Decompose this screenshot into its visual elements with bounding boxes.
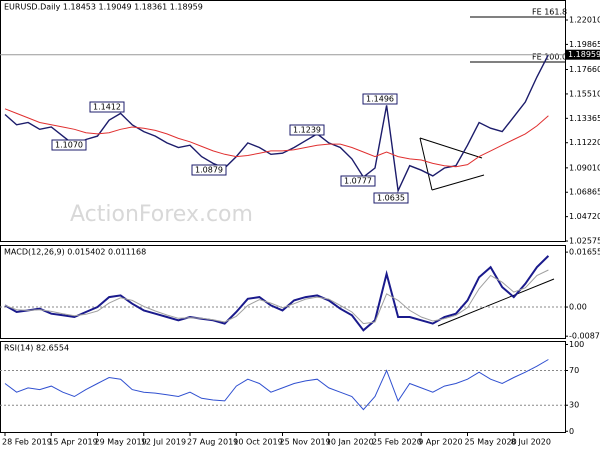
x-tick-label: 9 Apr 2020	[418, 438, 462, 447]
x-tick-label: 28 Feb 2019	[2, 438, 52, 447]
series-line	[4, 255, 550, 332]
y-tick-label: 1.22010	[569, 16, 600, 25]
annotation-box	[373, 192, 409, 204]
x-tick-label: 25 May 2020	[465, 438, 517, 447]
annotation-box	[340, 175, 376, 187]
series-line	[4, 269, 549, 325]
annotation-box	[362, 93, 398, 105]
x-tick-label: 15 Apr 2019	[48, 438, 97, 447]
watermark: ActionForex.com	[70, 202, 253, 227]
x-tick-label: 29 May 2019	[95, 438, 147, 447]
x-tick-label: 25 Feb 2020	[372, 438, 422, 447]
annotation: 1.0635	[377, 194, 405, 203]
x-tick-label: 25 Nov 2019	[280, 438, 331, 447]
annotation: 1.0777	[344, 177, 372, 186]
triangle-left	[419, 137, 433, 191]
x-tick-label: 10 Oct 2019	[233, 438, 282, 447]
y-tick-label: 0	[569, 427, 574, 436]
annotation: 1.1070	[55, 141, 83, 150]
fe-label: FE 100.0	[532, 52, 567, 61]
annotation: 1.1496	[366, 95, 394, 104]
y-tick-label: 70	[569, 366, 579, 375]
macd-title: MACD(12,26,9) 0.015402 0.011168	[4, 248, 146, 257]
annotation-box	[51, 139, 87, 151]
annotation-box	[89, 101, 125, 113]
y-tick-label: 1.17660	[569, 65, 600, 74]
y-tick-label: 0.016554	[569, 248, 600, 257]
x-tick-label: 8 Jul 2020	[511, 438, 551, 447]
annotation-box	[191, 164, 227, 176]
y-tick-label: 1.02575	[569, 237, 600, 246]
y-tick-label: 1.09010	[569, 163, 600, 172]
rsi-panel	[0, 341, 566, 433]
annotation: 1.0879	[195, 166, 223, 175]
annotation: 1.1412	[93, 103, 121, 112]
y-tick-label: 1.15510	[569, 89, 600, 98]
price-title: EURUSD.Daily 1.18453 1.19049 1.18361 1.1…	[4, 3, 203, 12]
current-price-box	[566, 49, 600, 60]
y-tick-label: 0.00	[569, 303, 587, 312]
triangle-lower	[431, 174, 485, 191]
y-tick-label: 1.06865	[569, 188, 600, 197]
current-price-label: 1.18959	[568, 50, 600, 59]
fe-label: FE 161.8	[532, 8, 567, 17]
series-line	[4, 108, 549, 168]
price-panel	[0, 0, 566, 242]
x-tick-label: 10 Jan 2020	[326, 438, 374, 447]
annotation: 1.1239	[293, 126, 321, 135]
series-line	[4, 54, 550, 194]
annotation-box	[289, 124, 325, 136]
trendlines	[419, 137, 555, 327]
macd-panel	[0, 245, 566, 339]
rsi-title: RSI(14) 82.6554	[4, 344, 69, 353]
y-tick-label: -0.008786	[569, 332, 600, 341]
macd-trendline	[437, 278, 555, 327]
y-tick-label: 1.11220	[569, 138, 600, 147]
y-tick-label: 100	[569, 340, 584, 349]
y-tick-label: 1.04720	[569, 212, 600, 221]
y-tick-label: 30	[569, 401, 579, 410]
x-tick-label: 12 Jul 2019	[141, 438, 186, 447]
series-line	[4, 359, 549, 411]
x-tick-label: 27 Aug 2019	[187, 438, 238, 447]
triangle-upper	[419, 137, 483, 159]
y-tick-label: 1.13365	[569, 114, 600, 123]
y-tick-label: 1.19865	[569, 40, 600, 49]
